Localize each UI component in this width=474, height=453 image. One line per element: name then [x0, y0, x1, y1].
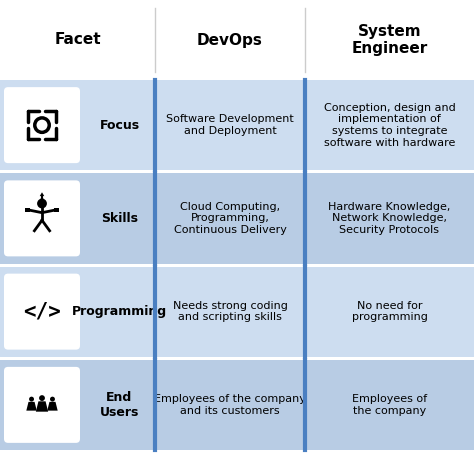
Text: Programming: Programming — [72, 305, 167, 318]
Text: Facet: Facet — [54, 33, 101, 48]
Bar — [54, 207, 59, 212]
Text: Focus: Focus — [100, 119, 139, 132]
Polygon shape — [47, 402, 58, 410]
Circle shape — [39, 395, 45, 401]
Text: Skills: Skills — [101, 212, 138, 225]
Text: End
Users: End Users — [100, 391, 139, 419]
Text: </>: </> — [23, 302, 61, 322]
Text: Needs strong coding
and scripting skills: Needs strong coding and scripting skills — [173, 301, 287, 323]
Text: DevOps: DevOps — [197, 33, 263, 48]
Text: Cloud Computing,
Programming,
Continuous Delivery: Cloud Computing, Programming, Continuous… — [173, 202, 286, 235]
Polygon shape — [27, 402, 37, 410]
Text: Employees of the company
and its customers: Employees of the company and its custome… — [154, 394, 306, 416]
Bar — [0, 266, 474, 357]
Bar — [26, 207, 30, 212]
FancyBboxPatch shape — [4, 367, 80, 443]
Text: Conception, design and
implementation of
systems to integrate
software with hard: Conception, design and implementation of… — [324, 103, 456, 148]
Text: Employees of
the company: Employees of the company — [352, 394, 427, 416]
Text: Software Development
and Deployment: Software Development and Deployment — [166, 114, 294, 136]
Circle shape — [50, 397, 55, 402]
Circle shape — [29, 397, 34, 402]
Bar — [0, 80, 474, 170]
Polygon shape — [40, 192, 44, 196]
Bar — [0, 173, 474, 264]
FancyBboxPatch shape — [4, 87, 80, 163]
FancyBboxPatch shape — [4, 180, 80, 256]
Text: No need for
programming: No need for programming — [352, 301, 428, 323]
Text: System
Engineer: System Engineer — [351, 24, 428, 56]
FancyBboxPatch shape — [4, 274, 80, 350]
Polygon shape — [36, 401, 48, 412]
Bar — [0, 360, 474, 450]
Text: Hardware Knowledge,
Network Knowledge,
Security Protocols: Hardware Knowledge, Network Knowledge, S… — [328, 202, 451, 235]
Circle shape — [38, 199, 46, 208]
